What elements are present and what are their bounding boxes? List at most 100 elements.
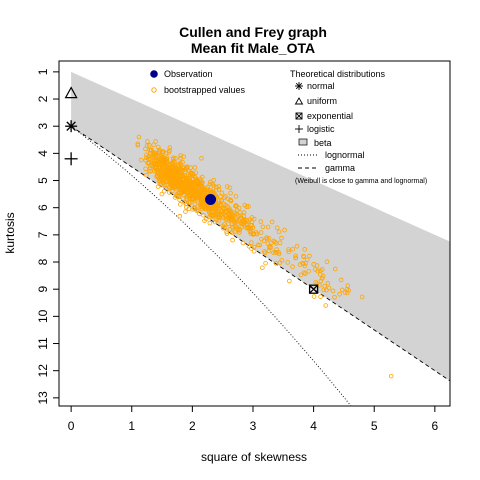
logistic-marker [64,152,78,166]
bootstrap-point [279,235,284,241]
bootstrap-point [161,178,166,183]
bootstrap-point [277,260,283,265]
theoretical-markers [64,86,319,294]
legend-normal-marker [295,82,303,90]
bootstrap-point [237,228,242,233]
bootstrap-point [151,142,157,148]
bootstrap-point [267,245,272,251]
normal-marker [65,120,78,133]
bootstrap-point [159,150,165,155]
plot-frame [58,60,451,407]
bootstrap-point [199,206,205,212]
bootstrap-point [298,272,304,278]
bootstrap-point [193,170,199,176]
bootstrap-point [342,290,348,295]
bootstrap-point [250,225,256,230]
bootstrap-point [311,294,317,299]
bootstrap-point [320,273,326,279]
legend-observed: Observation bootstrapped values [150,69,246,95]
bootstrap-point [273,260,279,266]
bootstrap-point [321,287,327,293]
bootstrap-point [187,195,192,201]
bootstrap-point [301,261,306,267]
bootstrap-point [303,261,309,266]
bootstrap-point [332,266,338,272]
bootstrap-point [219,198,224,203]
bootstrap-point [163,163,169,169]
bootstrap-point [301,254,307,260]
bootstrap-point [208,179,213,185]
bootstrap-point [211,177,217,183]
bootstrap-point [210,212,216,218]
bootstrap-point [290,246,296,252]
bootstrap-point [302,247,308,252]
bootstrap-point [325,280,331,286]
bootstrap-point [143,166,148,172]
bootstrap-point [186,193,191,198]
bootstrap-point [146,153,152,159]
bootstrap-point [186,168,192,174]
bootstrap-point [163,150,169,156]
bootstrap-point [318,294,323,299]
bootstrap-point [267,244,272,249]
bootstrap-point [171,181,177,187]
bootstrap-point [138,157,144,163]
legend-bootstrap-label: bootstrapped values [164,85,246,95]
bootstrap-point [359,294,365,300]
bootstrap-point [170,165,176,171]
legend-lognormal-label: lognormal [325,150,365,160]
bootstrap-point [237,216,243,221]
bootstrap-point [187,178,193,184]
y-tick-label: 5 [36,177,50,184]
bootstrap-point [177,185,182,191]
bootstrap-point [332,294,337,300]
bootstrap-point [246,243,252,249]
bootstrap-point [266,236,272,241]
uniform-marker [64,86,78,99]
bootstrap-point [249,215,255,220]
bootstrap-point [226,208,232,214]
bootstrap-point [301,270,307,275]
bootstrap-point [286,249,292,255]
bootstrap-point [173,156,178,161]
bootstrap-point [211,183,217,189]
y-tick-label: 9 [36,286,50,293]
y-tick-label: 2 [36,95,50,102]
bootstrap-point [194,176,199,182]
legend-bootstrap-marker [151,87,157,93]
legend-gamma-label: gamma [325,163,355,173]
bootstrap-point [273,240,279,246]
bootstrap-point [313,279,319,285]
bootstrap-point [337,291,342,297]
legend-exponential-label: exponential [307,111,353,121]
bootstrap-point [312,267,318,272]
bootstrap-point [135,141,141,147]
bootstrap-point [224,231,230,236]
bootstrap-point [260,224,266,230]
bootstrap-point [199,183,205,188]
chart-title: Cullen and Frey graph [179,24,327,40]
bootstrap-point [201,212,206,218]
bootstrap-point [223,217,229,222]
y-tick-label: 4 [36,150,50,157]
bootstrap-point [194,208,199,213]
bootstrap-point [266,248,272,254]
bootstrap-point [199,156,204,161]
bootstrap-point [224,229,229,235]
x-tick-label: 0 [68,419,75,433]
y-tick-label: 13 [36,391,50,405]
bootstrap-point [221,195,227,200]
bootstrap-point [178,153,184,158]
y-tick-label: 12 [36,364,50,378]
y-tick-label: 7 [36,231,50,238]
bootstrap-point [163,179,169,185]
observation-point [205,194,217,206]
legend-theoretical-title: Theoretical distributions [290,69,386,79]
bootstrap-point [225,204,230,209]
bootstrap-point [176,162,181,168]
bootstrap-point [213,207,218,212]
bootstrap-point [193,189,198,194]
bootstrap-point [286,247,291,252]
bootstrap-point [216,187,222,192]
legend-beta-label: beta [314,138,332,148]
